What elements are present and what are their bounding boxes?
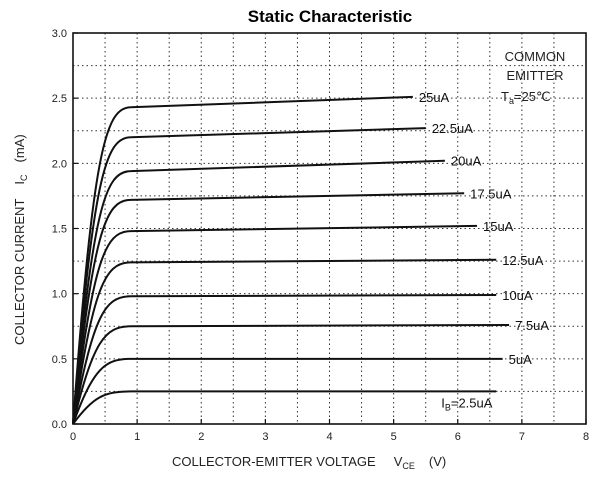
curve-10ua: [72, 293, 497, 425]
curve-label: 10uA: [502, 288, 533, 303]
y-tick-label: 2.0: [52, 158, 67, 170]
y-tick-label: 0.5: [52, 354, 67, 366]
y-axis-unit: (mA): [12, 134, 27, 162]
x-tick-label: 4: [326, 431, 332, 443]
curve-7-5ua: [72, 323, 510, 425]
curve-label: 17.5uA: [470, 186, 512, 201]
curve-5ua: [72, 357, 503, 425]
x-tick-label: 6: [455, 431, 461, 443]
curve-i: [72, 390, 497, 425]
curve-label: 12.5uA: [502, 253, 544, 268]
y-axis-label: COLLECTOR CURRENT IC (mA): [12, 134, 29, 345]
annotation-line3: Ta=25℃: [501, 89, 551, 106]
y-tick-label: 0.0: [52, 419, 67, 431]
curve-label: IB=2.5uA: [441, 395, 493, 412]
x-tick-label: 1: [134, 431, 140, 443]
y-axis-label-text: COLLECTOR CURRENT: [12, 199, 27, 345]
annotation-line1: COMMON: [505, 49, 566, 64]
chart-title: Static Characteristic: [248, 7, 412, 26]
y-tick-label: 1.5: [52, 224, 67, 236]
x-tick-label: 0: [70, 431, 76, 443]
x-tick-label: 7: [519, 431, 525, 443]
curves: [72, 95, 510, 425]
curve-12-5ua: [72, 258, 497, 425]
x-tick-label: 3: [262, 431, 268, 443]
x-axis-unit: (V): [429, 454, 446, 469]
curve-15ua: [72, 224, 478, 425]
curve-label: 25uA: [419, 90, 450, 105]
annotation-temp-symbol: T: [501, 89, 509, 104]
curve-labels: IB=2.5uA 5uA 7.5uA 10uA 12.5uA 15uA 17.5uA 20uA…: [419, 90, 549, 413]
x-tick-label: 2: [198, 431, 204, 443]
y-axis-symbol: I: [12, 181, 27, 185]
curve-label: 22.5uA: [432, 121, 474, 136]
x-axis-label: COLLECTOR-EMITTER VOLTAGE VCE (V): [172, 454, 446, 471]
curve-label: 15uA: [483, 219, 514, 234]
y-tick-label: 1.0: [52, 289, 67, 301]
curve-label: 5uA: [509, 352, 532, 367]
x-tick-label: 5: [391, 431, 397, 443]
y-tick-label: 2.5: [52, 93, 67, 105]
curve-25ua: [72, 95, 413, 425]
annotation-temp-subscript: a: [509, 96, 514, 106]
curve-label: 20uA: [451, 154, 482, 169]
x-axis-subscript: CE: [402, 461, 415, 471]
y-tick-label: 3.0: [52, 28, 67, 40]
x-tick-label: 8: [583, 431, 589, 443]
x-axis-label-text: COLLECTOR-EMITTER VOLTAGE: [172, 454, 376, 469]
common-emitter-annotation: COMMON EMITTER Ta=25℃: [501, 49, 565, 106]
x-axis-symbol: V: [394, 454, 403, 469]
y-axis-subscript: C: [19, 174, 29, 181]
curve-label: 7.5uA: [515, 318, 549, 333]
annotation-temp-value: =25℃: [514, 89, 551, 104]
annotation-line2: EMITTER: [506, 68, 563, 83]
